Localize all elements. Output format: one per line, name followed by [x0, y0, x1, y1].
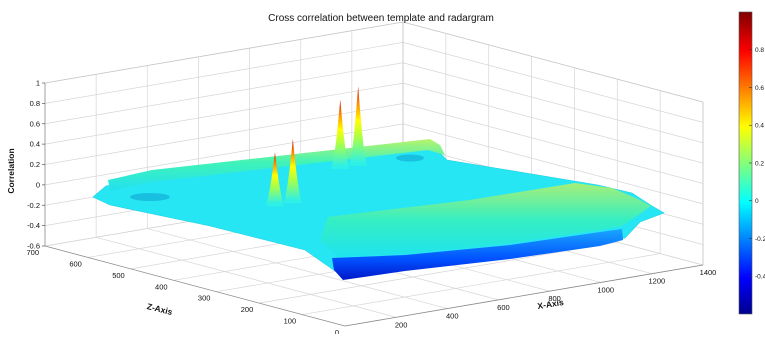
surface-trench [332, 229, 623, 280]
x-axis-tick-label: 1000 [597, 285, 614, 294]
z-axis-tick-label: 300 [198, 294, 211, 303]
correlation-peak [283, 139, 302, 204]
correlation-peak [331, 99, 350, 169]
surface-dip [396, 154, 424, 162]
correlation-tick-labels: -0.6 -0.4 -0.2 0 0.2 0.4 0.6 0.8 1 [27, 79, 40, 251]
grid-line [147, 228, 448, 309]
axis-line [344, 264, 704, 327]
colorbar-ticks [749, 49, 752, 277]
x-axis-tick-label: 400 [446, 312, 459, 321]
correlation-peak [265, 152, 284, 207]
z-axis-tick-label: 500 [112, 271, 125, 280]
correlation-tick-label: 0.2 [30, 160, 40, 169]
colorbar-tick-label: 0.4 [755, 123, 764, 130]
axis-frame [42, 21, 704, 327]
y-axis-label: Z-Axis [146, 301, 174, 317]
colorbar-tick-label: -0.2 [755, 236, 765, 243]
correlation-tick-label: 0 [36, 180, 40, 189]
x-axis-tick-label: 600 [497, 303, 510, 312]
surface-front-ridge [320, 183, 651, 257]
correlation-tick-label: -0.2 [27, 201, 40, 210]
z-axis-tick-label: 100 [284, 317, 297, 326]
colorbar-tick-labels: -0.4 -0.2 0 0.2 0.4 0.6 0.8 [755, 47, 765, 280]
grid-line [96, 236, 397, 318]
z-axis-tick-label: 400 [155, 282, 168, 291]
correlation-tick-label: 1 [36, 79, 40, 88]
z-axis-tick-label: 600 [69, 259, 82, 268]
x-axis-label: X-Axis [537, 297, 565, 311]
colorbar-tick-label: 0 [755, 198, 759, 205]
x-axis-tick-label: 200 [395, 320, 408, 329]
z-axis-tick-label: 0 [335, 328, 339, 334]
axis-line [44, 245, 346, 327]
correlation-peaks [265, 86, 368, 207]
correlation-surface [92, 86, 665, 280]
x-axis-tick-label: 1200 [649, 277, 666, 286]
axis-line [44, 21, 704, 103]
z-correlation-axis-label: Correlation [6, 148, 16, 193]
correlation-peak [349, 86, 368, 166]
correlation-tick-label: -0.4 [27, 221, 40, 230]
z-axis-tick-labels: 0 100 200 300 400 500 600 700 [26, 248, 339, 337]
correlation-tick-label: -0.6 [27, 242, 40, 251]
grid-line [302, 253, 661, 315]
x-axis-tick-label: 1400 [700, 268, 717, 277]
surface-dip [130, 193, 170, 201]
grid-line [44, 62, 704, 144]
colorbar-tick-label: 0.8 [755, 47, 764, 54]
grid-line [259, 241, 618, 304]
colorbar-tick-label: -0.4 [755, 274, 765, 281]
z-axis-tick-label: 200 [241, 305, 254, 314]
x-axis-tick-label: 800 [548, 294, 561, 303]
grid-line [44, 42, 704, 123]
chart-title: Cross correlation between template and r… [268, 13, 494, 24]
colorbar: -0.4 -0.2 0 0.2 0.4 0.6 0.8 [738, 11, 765, 315]
grid-line [44, 21, 704, 103]
correlation-tick-label: 0.4 [30, 140, 40, 149]
colorbar-tick-label: 0.2 [755, 160, 764, 167]
correlation-tick-label: 0.6 [30, 119, 40, 128]
x-axis-tick-labels: 200 400 600 800 1000 1200 1400 [395, 268, 716, 329]
correlation-tick-label: 0.8 [30, 99, 40, 108]
colorbar-tick-label: 0.6 [755, 85, 764, 92]
z-axis-tick-label: 700 [26, 248, 39, 257]
